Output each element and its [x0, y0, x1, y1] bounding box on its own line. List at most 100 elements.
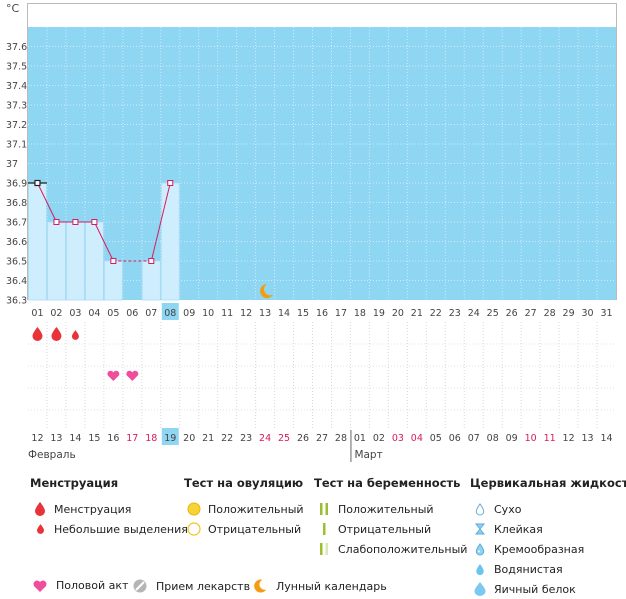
legend-label: Половой акт: [56, 579, 129, 592]
legend-cervical: Цервикальная жидкость Сухо Клейкая Кремо…: [470, 476, 626, 599]
calendar-date-label: 20: [183, 433, 195, 444]
temperature-bar: [160, 182, 180, 301]
cycle-day-label: 06: [126, 308, 138, 319]
small-drop-icon: [30, 524, 50, 534]
moon-icon: [250, 579, 270, 593]
calendar-date-label: 24: [259, 433, 271, 444]
month-labels: Февраль Март: [28, 430, 383, 462]
temperature-bar: [66, 221, 85, 301]
calendar-date-label: 05: [430, 433, 442, 444]
filled-circle-icon: [184, 502, 204, 516]
legend-label: Прием лекарств: [156, 579, 251, 593]
y-axis-ticks: 37.6 37.5 37.4 37.3 37.2 37.1 37 36.9 36.8 36.7 36…: [6, 42, 27, 307]
calendar-date-label: 08: [487, 433, 499, 444]
y-axis-unit-label: °C: [6, 2, 20, 15]
legend-menstruation: Менструация Менструация Небольшие выделе…: [30, 476, 188, 539]
y-tick-label: 37.3: [6, 101, 27, 112]
legend-label: Лунный календарь: [276, 579, 387, 593]
bbt-chart: °C 37.6 37.5 37.4 37.3 37.2 37.1 37 36.9 36.8 36.…: [6, 2, 617, 462]
temperature-point: [167, 180, 174, 186]
legend-item-lunar: Лунный календарь: [250, 579, 387, 593]
cycle-day-label: 05: [107, 308, 119, 319]
calendar-date-label: 06: [449, 433, 461, 444]
cycle-day-label: 07: [145, 308, 157, 319]
legend-label: Сухо: [494, 502, 522, 516]
symptom-grid: [28, 322, 616, 428]
heart-icon: [30, 580, 50, 592]
calendar-date-label: 13: [582, 433, 594, 444]
legend-item-pregnancy-faint: Слабоположительный: [314, 539, 467, 559]
cycle-day-label: 23: [449, 308, 461, 319]
legend-label: Водянистая: [494, 562, 563, 576]
current-date-highlight: [161, 428, 179, 445]
legend-item-pregnancy-negative: Отрицательный: [314, 519, 467, 539]
calendar-date-label: 13: [50, 433, 62, 444]
legend-label: Отрицательный: [208, 522, 302, 536]
symptom-marks: [32, 327, 139, 381]
calendar-date-label: 22: [221, 433, 233, 444]
calendar-date-label: 28: [335, 433, 347, 444]
legend-cervical-title: Цервикальная жидкость: [470, 476, 626, 490]
cycle-day-label: 12: [240, 308, 252, 319]
calendar-date-label: 12: [563, 433, 575, 444]
y-tick-label: 36.7: [6, 218, 27, 229]
legend-label: Менструация: [54, 502, 132, 516]
temperature-bar: [103, 260, 123, 301]
cycle-day-label: 09: [183, 308, 195, 319]
legend-item-intercourse: Половой акт: [30, 579, 128, 592]
legend-label: Положительный: [338, 502, 434, 516]
legend-label: Небольшие выделения: [54, 522, 188, 536]
legend-ovulation: Тест на овуляцию Положительный Отрицател…: [184, 476, 304, 539]
cycle-day-label: 04: [88, 308, 100, 319]
temperature-bar: [28, 182, 47, 301]
legend-label: Отрицательный: [338, 522, 432, 536]
grid-lines: [28, 27, 616, 300]
calendar-date-label: 27: [316, 433, 328, 444]
legend-item-menstruation: Менструация: [30, 499, 188, 519]
drop-icon: [30, 502, 50, 516]
calendar-date-label: 11: [544, 433, 556, 444]
temperature-point: [110, 258, 117, 264]
double-line-icon: [314, 502, 334, 516]
calendar-date-label: 09: [506, 433, 518, 444]
cycle-day-label: 02: [50, 308, 62, 319]
single-line-icon: [314, 522, 334, 536]
cycle-day-label: 16: [316, 308, 328, 319]
legend-item-medication: Прием лекарств: [130, 579, 250, 593]
y-tick-label: 36.6: [6, 237, 27, 248]
cycle-day-label: 03: [69, 308, 81, 319]
legend-label: Положительный: [208, 502, 304, 516]
cycle-day-label: 08: [164, 308, 176, 319]
legend-label: Клейкая: [494, 522, 543, 536]
y-tick-label: 37.6: [6, 42, 27, 53]
faint-line-icon: [314, 542, 334, 556]
cycle-day-label: 27: [525, 308, 537, 319]
cycle-day-label: 11: [221, 308, 233, 319]
cycle-day-axis: 01 02 03 04 05 06 07 08 09 10 11 12 13 14 15 16 17 18 19 20…: [31, 303, 613, 320]
legend-item-watery: Водянистая: [470, 559, 626, 579]
hourglass-icon: [470, 523, 490, 535]
temperature-segment: [37, 182, 57, 223]
calendar-date-label: 14: [600, 433, 612, 444]
temperature-point: [91, 219, 98, 225]
cycle-day-label: 25: [487, 308, 499, 319]
calendar-date-label: 25: [278, 433, 290, 444]
y-tick-label: 37.2: [6, 120, 27, 131]
calendar-date-label: 17: [126, 433, 138, 444]
calendar-date-label: 16: [107, 433, 119, 444]
legend-label: Яичный белок: [494, 582, 576, 596]
legend-item-light-bleeding: Небольшие выделения: [30, 519, 188, 539]
calendar-date-label: 15: [88, 433, 100, 444]
legend-label: Кремообразная: [494, 542, 585, 556]
water-drop-icon: [470, 563, 490, 576]
legend-item-dry: Сухо: [470, 499, 626, 519]
menstruation-drop-icon: [32, 327, 43, 341]
calendar-date-label: 03: [392, 433, 404, 444]
cycle-day-label: 22: [430, 308, 442, 319]
cycle-day-label: 15: [297, 308, 309, 319]
legend-label: Слабоположительный: [338, 542, 468, 556]
intercourse-heart-icon: [126, 370, 139, 381]
legend-item-pregnancy-positive: Положительный: [314, 499, 467, 519]
intercourse-heart-icon: [107, 370, 120, 381]
temperature-point: [148, 258, 155, 264]
